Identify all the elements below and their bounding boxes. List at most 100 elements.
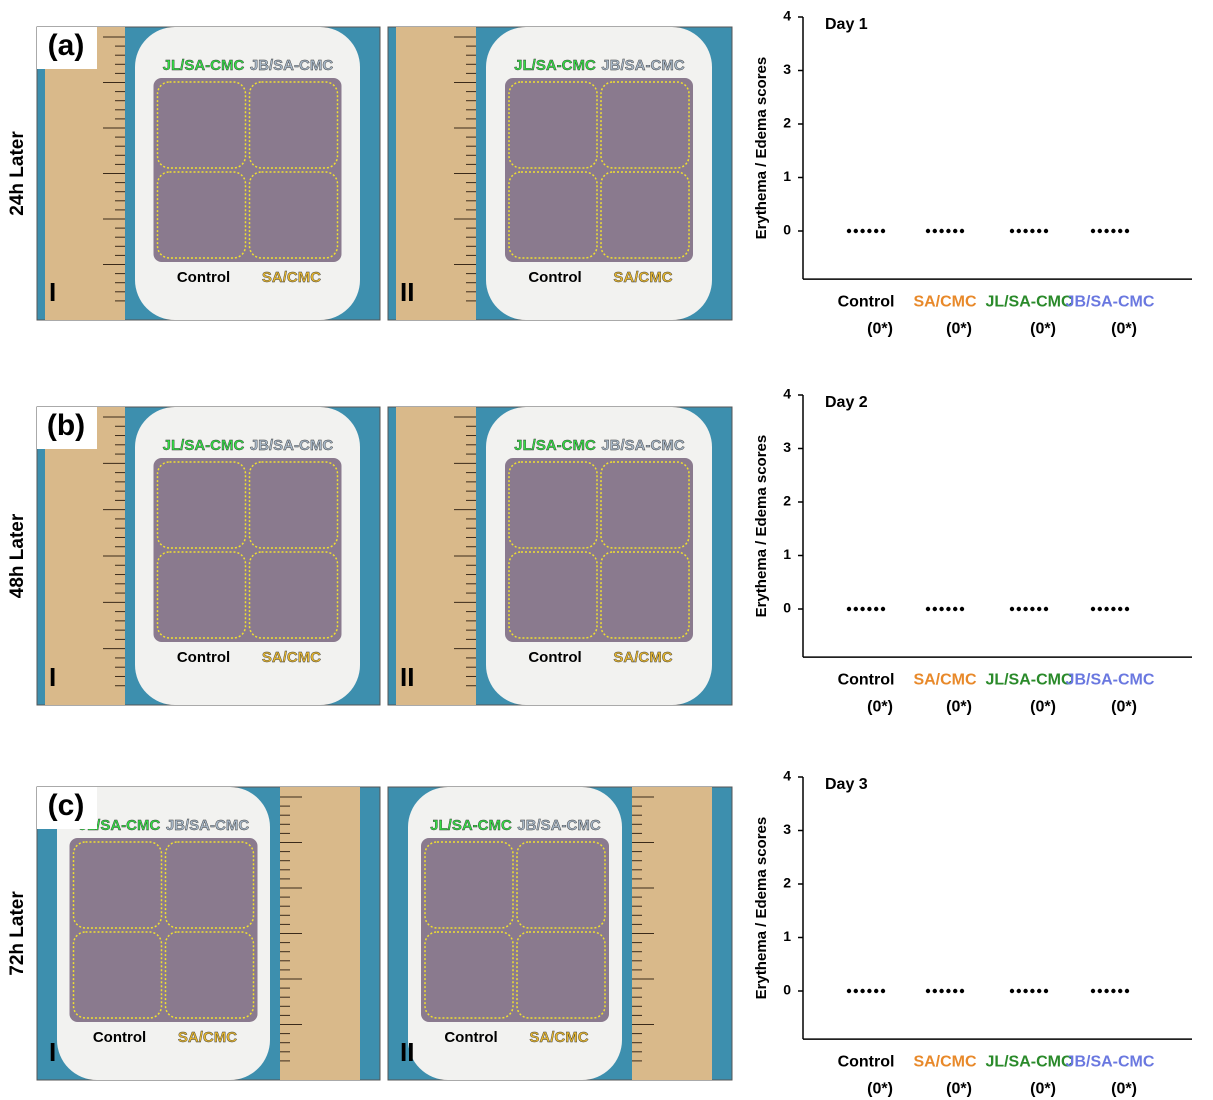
test-area [248,551,339,639]
data-dot [874,606,879,612]
data-dot [846,988,852,994]
data-dot [932,228,937,234]
test-area [508,551,598,639]
data-dot [1090,606,1096,612]
panel-label: (b) [47,409,85,442]
data-dot [1030,606,1035,612]
area-label: Control [528,649,581,666]
y-tick-label: 4 [783,768,791,784]
area-label: SA/CMC [262,649,321,666]
data-dot [1016,606,1021,612]
data-dot [1037,228,1042,234]
y-tick-label: 0 [783,222,791,238]
test-area [156,461,247,549]
y-axis-label: Erythema / Edema scores [753,435,770,618]
data-dot [925,606,931,612]
data-dot [867,228,872,234]
data-dot [953,988,958,994]
area-label: JL/SA-CMC [430,817,512,834]
y-tick-label: 4 [783,8,791,24]
data-dot [1030,228,1035,234]
data-dot [925,988,931,994]
data-dot [880,228,886,234]
y-tick-label: 0 [783,600,791,616]
x-tick-note: (0*) [1111,320,1137,337]
data-dot [1124,988,1130,994]
data-dot [1023,606,1028,612]
test-area [164,931,255,1019]
x-tick-label: SA/CMC [913,671,977,688]
x-tick-note: (0*) [946,1080,972,1097]
data-dot [1090,988,1096,994]
area-label: Control [528,269,581,286]
area-label: JB/SA-CMC [601,437,685,454]
y-tick-label: 3 [783,821,791,837]
test-area [516,841,606,929]
data-dot [1118,606,1123,612]
area-label: Control [93,1029,146,1046]
x-tick-note: (0*) [1111,698,1137,715]
data-dot [953,606,958,612]
panel-label-background [37,787,97,829]
data-dot [959,606,965,612]
x-tick-label: JL/SA-CMC [985,1053,1073,1070]
data-dot [846,228,852,234]
data-dot [1111,606,1116,612]
shaved-patch [421,838,609,1022]
data-dot [1030,988,1035,994]
data-dot [867,606,872,612]
x-tick-note: (0*) [867,1080,893,1097]
data-dot [846,606,852,612]
data-dot [959,988,965,994]
data-dot [880,606,886,612]
panel-label: (a) [48,29,85,62]
x-tick-note: (0*) [946,698,972,715]
y-tick-label: 3 [783,439,791,455]
chart-title: Day 1 [825,16,868,33]
data-dot [860,606,865,612]
shaved-patch [153,458,342,642]
test-area [72,931,163,1019]
x-tick-note: (0*) [1030,698,1056,715]
x-tick-note: (0*) [1030,1080,1056,1097]
test-area [164,841,255,929]
test-area [600,461,690,549]
shaved-patch [505,78,693,262]
chart-title: Day 2 [825,394,868,411]
data-dot [1097,988,1103,994]
area-label: SA/CMC [262,269,321,286]
x-tick-label: Control [838,1053,895,1070]
y-tick-label: 1 [783,546,791,562]
area-label: JB/SA-CMC [517,817,601,834]
photo-numeral: I [49,662,56,692]
test-area [156,171,247,259]
y-tick-label: 2 [783,875,791,891]
data-dot [1104,228,1109,234]
panel-label-background [37,27,97,69]
shaved-patch [69,838,258,1022]
time-label: 72h Later [7,891,28,976]
area-label: SA/CMC [178,1029,237,1046]
area-label: JB/SA-CMC [601,57,685,74]
area-label: JL/SA-CMC [163,437,245,454]
y-tick-label: 3 [783,61,791,77]
test-area [508,461,598,549]
area-label: JL/SA-CMC [514,57,596,74]
data-dot [1023,228,1028,234]
area-label: Control [177,649,230,666]
x-tick-label: JB/SA-CMC [1066,671,1155,688]
data-dot [860,228,865,234]
test-area [508,81,598,169]
data-dot [1097,606,1103,612]
y-tick-label: 2 [783,115,791,131]
y-tick-label: 0 [783,982,791,998]
test-area [600,81,690,169]
data-dot [1009,228,1015,234]
data-dot [1016,988,1021,994]
shaved-patch [505,458,693,642]
area-label: JL/SA-CMC [514,437,596,454]
y-tick-label: 1 [783,928,791,944]
test-area [248,171,339,259]
y-axis-label: Erythema / Edema scores [753,57,770,240]
data-dot [1104,606,1109,612]
